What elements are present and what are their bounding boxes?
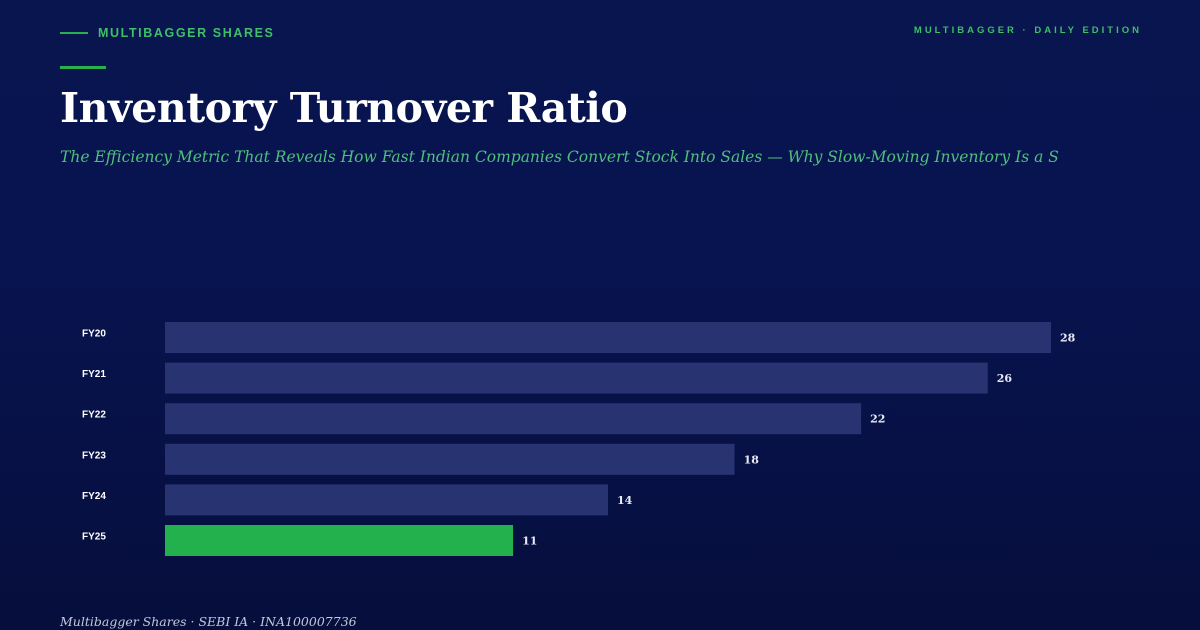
category-label-fy24: FY24 — [82, 491, 106, 502]
bar-fy25 — [165, 525, 514, 556]
value-label-fy24: 14 — [617, 494, 633, 507]
bar-fy22 — [165, 403, 862, 435]
value-label-fy20: 28 — [1060, 332, 1076, 345]
value-label-fy21: 26 — [997, 372, 1013, 385]
edition-label: MULTIBAGGER · DAILY EDITION — [913, 25, 1142, 36]
bar-chart: FY20 28 FY21 26 FY22 22 FY23 18 FY24 14 FY25 11 — [82, 322, 1076, 556]
value-label-fy25: 11 — [522, 535, 537, 548]
bar-fy20 — [165, 322, 1051, 353]
bar-fy24 — [165, 484, 608, 516]
footer-credit: Multibagger Shares · SEBI IA · INA100007… — [60, 614, 357, 629]
brand-name: MULTIBAGGER SHARES — [98, 26, 275, 40]
title-accent-rule — [60, 66, 106, 69]
category-label-fy20: FY20 — [82, 329, 106, 340]
bars-layer: FY20 28 FY21 26 FY22 22 FY23 18 FY24 14 FY25 11 — [82, 322, 1076, 556]
page-subtitle: The Efficiency Metric That Reveals How F… — [60, 148, 1059, 166]
value-label-fy23: 18 — [744, 453, 760, 466]
category-label-fy25: FY25 — [82, 532, 106, 543]
brand-header: MULTIBAGGER SHARES — [60, 24, 275, 42]
bar-fy23 — [165, 443, 735, 475]
bar-fy21 — [165, 362, 988, 394]
category-label-fy23: FY23 — [82, 450, 106, 461]
value-label-fy22: 22 — [870, 413, 885, 426]
category-label-fy21: FY21 — [82, 369, 106, 380]
brand-rule — [60, 32, 88, 34]
category-label-fy22: FY22 — [82, 410, 106, 421]
page-title: Inventory Turnover Ratio — [60, 84, 628, 132]
